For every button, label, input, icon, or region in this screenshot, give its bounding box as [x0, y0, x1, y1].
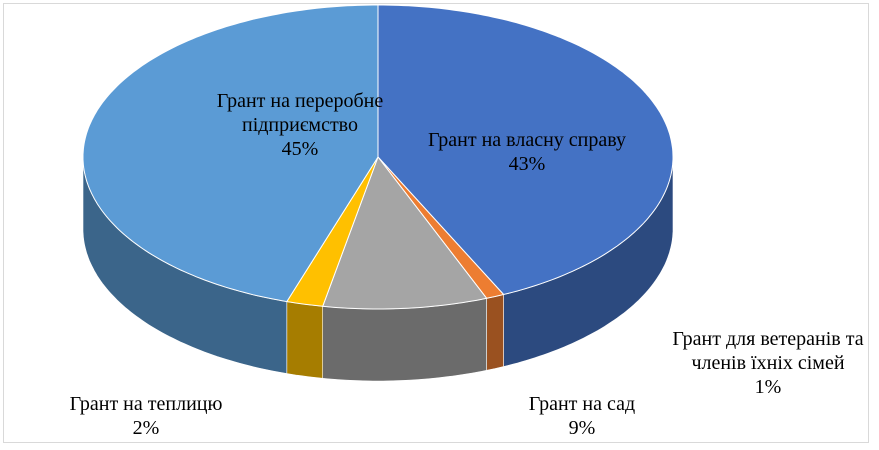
data-label-name: Грант на переробне підприємство — [216, 90, 384, 136]
data-label: Грант на сад 9% — [482, 392, 682, 440]
data-label: Грант на переробне підприємство 45% — [215, 89, 385, 161]
data-label: Грант на теплицю 2% — [31, 392, 261, 440]
data-label-value: 2% — [132, 417, 160, 439]
pie-slice-side — [322, 297, 487, 382]
pie-slice — [322, 155, 488, 310]
data-label-name: Грант на власну справу — [427, 129, 627, 151]
pie-slice-side — [486, 294, 504, 371]
pie-slice — [285, 156, 379, 307]
pie-slice — [377, 4, 674, 296]
pie-slice — [82, 4, 379, 303]
data-label-name: Грант для ветеранів та членів їхніх сіме… — [672, 328, 864, 374]
data-label: Грант для ветеранів та членів їхніх сіме… — [658, 327, 878, 399]
data-label-value: 1% — [754, 376, 782, 398]
chart-frame — [3, 3, 869, 443]
data-label-name: Грант на теплицю — [69, 393, 223, 415]
data-label: Грант на власну справу 43% — [422, 128, 632, 176]
data-label-value: 9% — [568, 417, 596, 439]
data-label-name: Грант на сад — [528, 393, 636, 415]
data-label-value: 45% — [281, 138, 319, 160]
pie-slice-side — [286, 301, 323, 379]
data-label-value: 43% — [508, 153, 546, 175]
